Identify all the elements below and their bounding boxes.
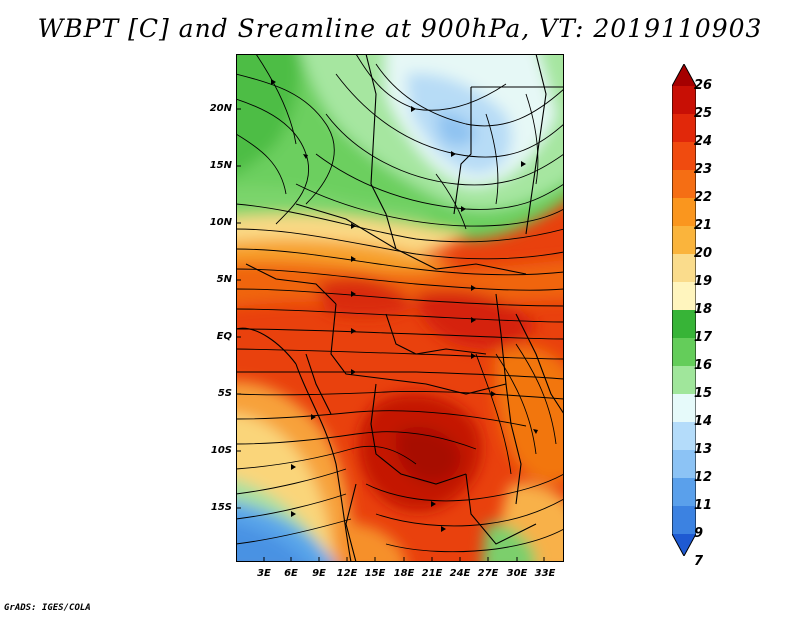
colorbar-swatch: [672, 142, 696, 171]
colorbar-label: 19: [694, 274, 713, 289]
lon-label: 30E: [506, 568, 528, 579]
lat-label: 10S: [210, 445, 232, 456]
lat-label: EQ: [216, 331, 232, 342]
colorbar-label: 9: [694, 526, 704, 541]
lon-label: 21E: [421, 568, 443, 579]
colorbar-label: 17: [694, 330, 713, 345]
colorbar: [672, 64, 696, 556]
colorbar-swatch: [672, 422, 696, 451]
colorbar-label: 11: [694, 498, 713, 513]
lon-label: 24E: [449, 568, 471, 579]
temperature-field: [236, 54, 564, 562]
lat-label: 20N: [209, 103, 232, 114]
axis-ticks: [236, 108, 545, 562]
colorbar-swatch: [672, 310, 696, 339]
lon-label: 3E: [257, 568, 271, 579]
colorbar-swatch: [672, 86, 696, 115]
colorbar-swatch: [672, 394, 696, 423]
colorbar-swatch: [672, 338, 696, 367]
colorbar-swatch: [672, 506, 696, 535]
map-frame: [236, 54, 564, 562]
streamline-arrows: [271, 79, 538, 532]
lon-label: 9E: [312, 568, 326, 579]
colorbar-label: 23: [694, 162, 713, 177]
colorbar-swatch: [672, 254, 696, 283]
colorbar-label: 21: [694, 218, 713, 233]
lon-label: 18E: [393, 568, 415, 579]
country-borders: [236, 54, 564, 562]
colorbar-swatch: [672, 366, 696, 395]
map-title: WBPT [C] and Sreamline at 900hPa, VT: 20…: [37, 14, 763, 43]
colorbar-swatch: [672, 534, 696, 556]
colorbar-label: 12: [694, 470, 713, 485]
lon-label: 15E: [364, 568, 386, 579]
lon-label: 33E: [534, 568, 556, 579]
lat-label: 15N: [209, 160, 232, 171]
colorbar-swatch: [672, 450, 696, 479]
colorbar-label: 15: [694, 386, 713, 401]
lon-label: 12E: [336, 568, 358, 579]
lat-label: 5N: [216, 274, 232, 285]
lon-label: 27E: [477, 568, 499, 579]
colorbar-label: 25: [694, 106, 713, 121]
colorbar-label: 22: [694, 190, 713, 205]
lat-label: 5S: [217, 388, 232, 399]
colorbar-swatch: [672, 114, 696, 143]
colorbar-label: 16: [694, 358, 713, 373]
grads-credit: GrADS: IGES/COLA: [4, 603, 91, 613]
colorbar-swatch: [672, 198, 696, 227]
colorbar-swatch: [672, 64, 696, 86]
map-plot: [236, 54, 564, 562]
colorbar-swatch: [672, 282, 696, 311]
colorbar-label: 24: [694, 134, 713, 149]
colorbar-swatch: [672, 226, 696, 255]
colorbar-label: 13: [694, 442, 713, 457]
colorbar-label: 20: [694, 246, 713, 261]
streamlines: [236, 54, 564, 553]
colorbar-swatch: [672, 478, 696, 507]
colorbar-label: 7: [694, 554, 704, 569]
colorbar-swatch: [672, 170, 696, 199]
colorbar-label: 26: [694, 78, 713, 93]
lon-label: 6E: [284, 568, 298, 579]
lat-label: 15S: [210, 502, 232, 513]
colorbar-label: 18: [694, 302, 713, 317]
lat-label: 10N: [209, 217, 232, 228]
colorbar-label: 14: [694, 414, 713, 429]
